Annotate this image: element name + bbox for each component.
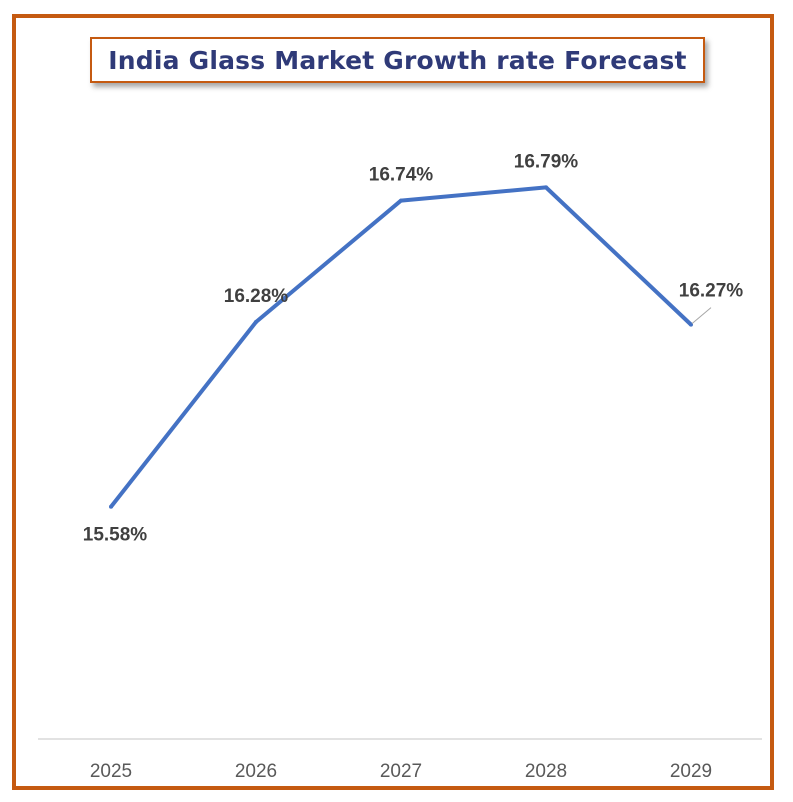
data-label-2029: 16.27% bbox=[679, 281, 744, 302]
x-tick-label-2026: 2026 bbox=[235, 761, 277, 782]
data-label-layer: 15.58% 16.28% 16.74% 16.79% 16.27% bbox=[83, 151, 744, 545]
x-tick-layer: 2025 2026 2027 2028 2029 bbox=[90, 761, 712, 782]
data-label-leader-line bbox=[691, 307, 712, 325]
chart-title: India Glass Market Growth rate Forecast bbox=[108, 45, 687, 75]
data-point-2026 bbox=[254, 319, 258, 324]
data-label-2025: 15.58% bbox=[83, 525, 148, 546]
data-point-2027 bbox=[399, 198, 403, 203]
x-tick-label-2028: 2028 bbox=[525, 761, 567, 782]
data-point-2025 bbox=[109, 504, 113, 509]
data-label-2026: 16.28% bbox=[224, 286, 289, 307]
x-tick-label-2029: 2029 bbox=[670, 761, 712, 782]
data-point-2028 bbox=[544, 185, 548, 190]
chart-title-box: India Glass Market Growth rate Forecast bbox=[90, 37, 705, 83]
series-layer bbox=[109, 185, 693, 509]
x-tick-label-2027: 2027 bbox=[380, 761, 422, 782]
data-label-2028: 16.79% bbox=[514, 151, 579, 172]
series-line bbox=[109, 185, 693, 508]
x-tick-label-2025: 2025 bbox=[90, 761, 132, 782]
data-label-2027: 16.74% bbox=[369, 165, 434, 186]
chart-frame bbox=[12, 14, 774, 790]
